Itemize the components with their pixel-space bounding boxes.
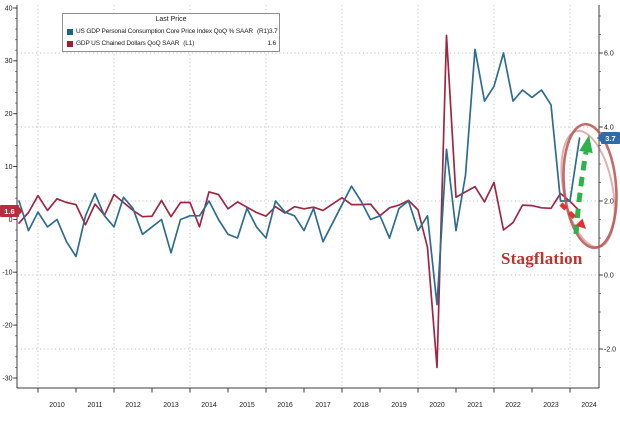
legend-label-core-pce: US GDP Personal Consumption Core Price I… — [76, 28, 253, 35]
right-axis-tick-label: 4.0 — [604, 124, 614, 131]
left-axis-tick-label: 20 — [5, 111, 13, 118]
legend-swatch-red — [67, 41, 73, 47]
core-pce-line — [18, 48, 581, 306]
legend-value-gdp: 1.6 — [267, 40, 276, 47]
green-up-arrow-head — [579, 135, 593, 154]
year-label: 2016 — [277, 402, 293, 409]
left-axis-tick-label: -20 — [2, 323, 12, 330]
stagflation-circle-annotation — [562, 122, 618, 250]
year-label: 2012 — [125, 402, 141, 409]
year-label: 2015 — [239, 402, 255, 409]
year-label: 2010 — [49, 402, 65, 409]
legend-box: Last Price US GDP Personal Consumption C… — [62, 13, 280, 52]
legend-row-gdp: GDP US Chained Dollars QoQ SAAR (L1) 1.6 — [63, 38, 279, 50]
left-axis-tick-label: 10 — [5, 164, 13, 171]
year-label: 2021 — [467, 402, 483, 409]
year-label: 2019 — [391, 402, 407, 409]
legend-label-gdp: GDP US Chained Dollars QoQ SAAR — [76, 40, 180, 47]
year-label: 2022 — [505, 402, 521, 409]
left-axis-tick-label: 40 — [5, 5, 13, 12]
red-down-arrow-shaft — [559, 202, 580, 223]
year-label: 2013 — [163, 402, 179, 409]
red-down-arrow-head — [575, 218, 586, 229]
year-label: 2018 — [353, 402, 369, 409]
stagflation-circle-annotation-second-pass — [560, 129, 616, 249]
legend-value-core-pce: 3.7 — [269, 28, 278, 35]
gridlines-layer — [17, 5, 599, 388]
year-label: 2017 — [315, 402, 331, 409]
legend-axis-tag-r1: (R1) — [256, 28, 270, 35]
right-axis-tick-label: 0.0 — [604, 272, 614, 279]
right-axis-tick-label: 6.0 — [604, 50, 614, 57]
left-axis-tick-label: 0 — [9, 217, 13, 224]
left-axis-tick-label: 30 — [5, 58, 13, 65]
year-label: 2014 — [201, 402, 217, 409]
hand-drawn-annotations — [559, 122, 618, 250]
gdp-line — [18, 34, 581, 369]
last-price-badge-gdp: 1.6 — [0, 205, 23, 217]
legend-axis-tag-l1: (L1) — [183, 40, 195, 47]
left-axis-tick-label: -10 — [2, 270, 12, 277]
legend-title: Last Price — [155, 16, 187, 23]
series-lines-layer — [18, 34, 581, 369]
stagflation-annotation-text: Stagflation — [501, 249, 583, 268]
legend-swatch-blue — [67, 29, 73, 35]
left-axis-tick-label: -30 — [2, 375, 12, 382]
year-label: 2023 — [543, 402, 559, 409]
right-axis-tick-label: 2.0 — [604, 198, 614, 205]
last-price-badge-core-pce: 3.7 — [597, 132, 620, 144]
year-label: 2020 — [429, 402, 445, 409]
right-axis-tick-label: -2.0 — [604, 346, 616, 353]
legend-row-core-pce: US GDP Personal Consumption Core Price I… — [63, 26, 279, 38]
year-label: 2024 — [581, 402, 597, 409]
year-label: 2011 — [87, 402, 102, 409]
